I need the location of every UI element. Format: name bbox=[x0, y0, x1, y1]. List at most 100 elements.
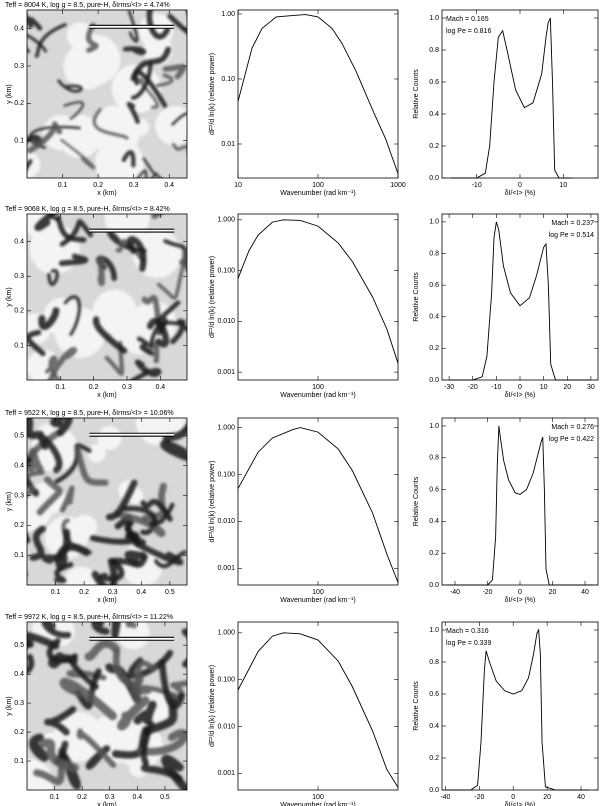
dark-lane bbox=[41, 528, 71, 564]
y-tick-label: 0.6 bbox=[429, 486, 439, 493]
y-tick-label: 1.0 bbox=[429, 219, 439, 226]
bright-cell bbox=[117, 622, 150, 650]
annotation: log Pe = 0.422 bbox=[549, 436, 594, 443]
x-tick-label: 0 bbox=[518, 384, 522, 391]
dark-lane bbox=[59, 219, 94, 247]
dark-lane bbox=[105, 479, 138, 521]
x-axis-label: δI/<I> (%) bbox=[505, 597, 536, 604]
x-tick-label: 0.5 bbox=[160, 794, 170, 801]
y-tick-label: 0.4 bbox=[14, 463, 24, 470]
x-tick-label: 20 bbox=[549, 589, 557, 596]
y-axis-label: y (km) bbox=[6, 492, 13, 511]
dark-lane bbox=[126, 101, 140, 124]
y-tick-label: 0.4 bbox=[429, 723, 439, 730]
dark-lane bbox=[107, 553, 148, 568]
y-tick-label: 0.01 bbox=[221, 141, 235, 148]
x-tick-label: -40 bbox=[440, 794, 450, 801]
panel: 0.1 0.2 0.3 0.4 0.5 0.1 0.2 0.3 0.4 0.5 x (km) y (k… bbox=[5, 614, 188, 806]
x-tick-label: 0.4 bbox=[136, 589, 146, 596]
y-tick-label: 0.6 bbox=[429, 691, 439, 698]
dark-lanes bbox=[27, 214, 187, 380]
y-tick-label: 0.4 bbox=[429, 111, 439, 118]
dark-lanes bbox=[27, 622, 187, 790]
y-tick-label: 0.001 bbox=[217, 565, 235, 572]
dark-lane bbox=[27, 121, 63, 154]
panel: 0.1 0.2 0.3 0.4 0.1 0.2 0.3 0.4 x (km) y (km) Teff… bbox=[5, 206, 188, 399]
bright-cell bbox=[43, 297, 83, 337]
panel-title: Teff = 9972 K, log g = 8.5, pure-H, δIrm… bbox=[5, 614, 173, 621]
dark-lane bbox=[133, 700, 157, 725]
power-spectrum bbox=[237, 427, 399, 583]
x-tick-label: 0.3 bbox=[108, 589, 118, 596]
panel: 10 100 1000 0.01 0.10 1.00 Wavenumber (rad km⁻… bbox=[209, 9, 406, 197]
annotation: Mach = 0.316 bbox=[446, 628, 489, 635]
y-tick-label: 0.2 bbox=[429, 345, 439, 352]
bright-cell bbox=[27, 758, 54, 790]
y-axis-label: Relative Counts bbox=[413, 476, 420, 526]
x-axis-label: δI/<I> (%) bbox=[505, 802, 536, 806]
dark-lane bbox=[34, 214, 58, 232]
y-tick-label: 0.6 bbox=[429, 282, 439, 289]
dark-lane bbox=[27, 456, 40, 497]
dark-lane bbox=[69, 659, 99, 690]
dark-lane bbox=[47, 269, 59, 286]
dark-lane bbox=[137, 729, 187, 756]
dark-lane bbox=[127, 10, 139, 43]
y-tick-label: 0.010 bbox=[217, 723, 235, 730]
dark-lane bbox=[58, 253, 89, 267]
y-tick-label: 0.8 bbox=[429, 455, 439, 462]
x-tick-label: 0.3 bbox=[122, 384, 132, 391]
y-axis-label: Relative Counts bbox=[413, 69, 420, 119]
dark-lane bbox=[130, 62, 153, 100]
panel: 0.1 0.2 0.3 0.4 0.5 0.1 0.2 0.3 0.4 0.5 x (km) y (k… bbox=[5, 410, 188, 604]
granulation-image bbox=[27, 214, 187, 380]
x-tick-label: 10 bbox=[540, 384, 548, 391]
y-tick-label: 0.0 bbox=[429, 787, 439, 794]
power-spectrum bbox=[237, 219, 399, 364]
dark-lane bbox=[161, 754, 187, 790]
x-axis-label: Wavenumber (rad km⁻¹) bbox=[280, 190, 355, 197]
y-tick-label: 0.2 bbox=[429, 550, 439, 557]
y-tick-label: 0.2 bbox=[14, 522, 24, 529]
panel: 0.1 0.2 0.3 0.4 0.1 0.2 0.3 0.4 x (km) y (km) Teff… bbox=[5, 2, 188, 197]
y-axis-label: y (km) bbox=[6, 84, 13, 103]
y-tick-label: 0.0 bbox=[429, 582, 439, 589]
dark-lane bbox=[27, 632, 60, 650]
granulation-image bbox=[27, 10, 187, 178]
bright-cell bbox=[155, 106, 187, 146]
x-axis-label: x (km) bbox=[97, 190, 116, 197]
dark-lane bbox=[181, 628, 187, 668]
dark-lane bbox=[167, 10, 187, 35]
dark-lane bbox=[55, 215, 87, 243]
y-tick-label: 0.2 bbox=[14, 729, 24, 736]
x-axis-label: x (km) bbox=[97, 802, 116, 806]
panel-title: Teff = 8004 K, log g = 8.5, pure-H, δIrm… bbox=[5, 2, 170, 9]
dark-lane bbox=[135, 541, 184, 566]
y-tick-label: 0.3 bbox=[14, 63, 24, 70]
dark-lane bbox=[134, 660, 157, 705]
dark-lane bbox=[44, 355, 62, 380]
axes-frame bbox=[441, 621, 599, 791]
dark-lane bbox=[74, 446, 109, 486]
y-tick-label: 0.001 bbox=[217, 369, 235, 376]
x-tick-label: 0.1 bbox=[58, 182, 68, 189]
dark-lane bbox=[97, 257, 105, 287]
y-tick-label: 0.4 bbox=[14, 239, 24, 246]
annotation: Mach = 0.276 bbox=[551, 424, 594, 431]
y-tick-label: 0.3 bbox=[14, 700, 24, 707]
y-tick-label: 0.2 bbox=[429, 143, 439, 150]
y-tick-label: 0.2 bbox=[14, 308, 24, 315]
granulation-image bbox=[27, 622, 187, 790]
y-tick-label: 0.100 bbox=[217, 676, 235, 683]
y-tick-label: 0.0 bbox=[429, 175, 439, 182]
power-spectrum bbox=[237, 14, 399, 174]
panel: -40 -20 0 20 40 0.0 0.2 0.4 0.6 0.8 1.0 δI/<I> (%) R… bbox=[413, 417, 599, 604]
y-tick-label: 0.1 bbox=[14, 342, 24, 349]
x-tick-label: 0 bbox=[518, 589, 522, 596]
x-tick-label: -10 bbox=[491, 384, 501, 391]
dark-lane bbox=[41, 622, 72, 639]
dark-lane bbox=[134, 359, 150, 374]
x-tick-label: 0 bbox=[511, 794, 515, 801]
x-axis-label: x (km) bbox=[97, 597, 116, 604]
axes-frame bbox=[441, 213, 599, 381]
